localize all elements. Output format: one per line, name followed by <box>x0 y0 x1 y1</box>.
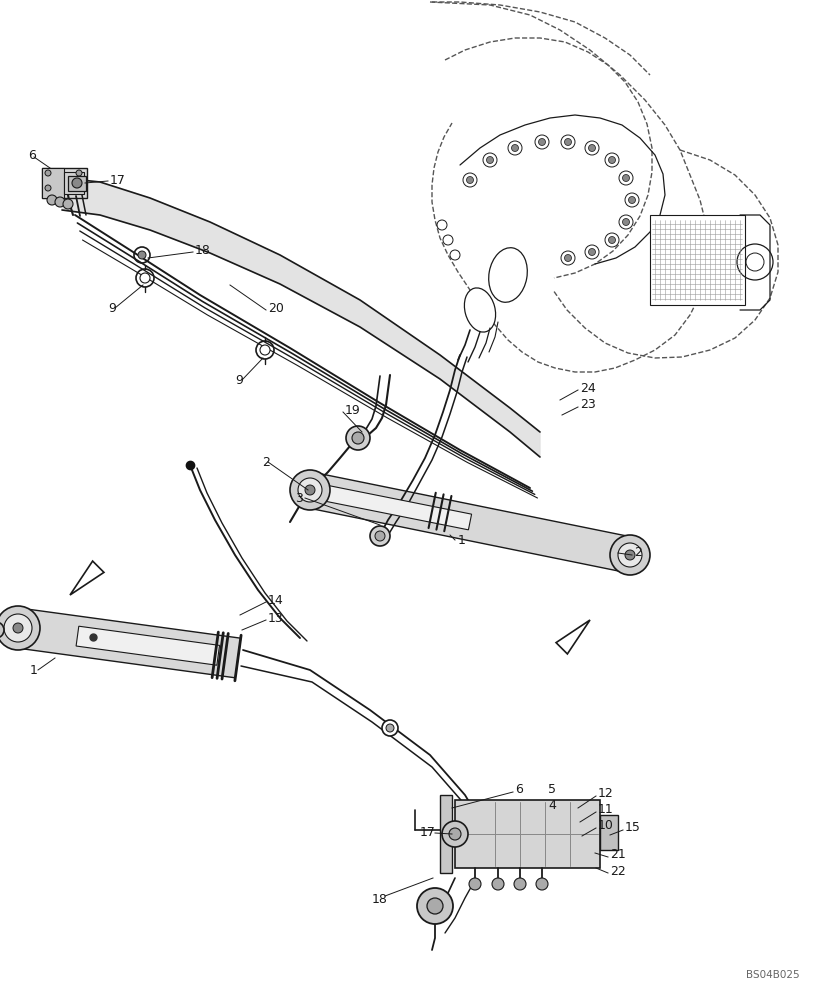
Circle shape <box>622 219 629 226</box>
Circle shape <box>536 878 547 890</box>
Circle shape <box>609 535 649 575</box>
Text: 22: 22 <box>609 865 625 878</box>
Text: 4: 4 <box>547 799 555 812</box>
Bar <box>42 168 64 198</box>
Circle shape <box>588 248 595 255</box>
Polygon shape <box>306 472 633 573</box>
Circle shape <box>290 470 329 510</box>
Circle shape <box>563 254 571 261</box>
Circle shape <box>441 821 468 847</box>
Text: 3: 3 <box>295 491 302 504</box>
Text: 10: 10 <box>597 819 613 832</box>
Circle shape <box>491 878 504 890</box>
Circle shape <box>76 185 82 191</box>
Circle shape <box>138 251 146 259</box>
Circle shape <box>386 724 393 732</box>
Circle shape <box>140 273 150 283</box>
Text: 2: 2 <box>262 456 269 468</box>
Circle shape <box>466 177 473 184</box>
Text: 11: 11 <box>597 803 613 816</box>
Polygon shape <box>308 482 471 530</box>
Circle shape <box>297 478 322 502</box>
Circle shape <box>538 139 545 146</box>
Text: 13: 13 <box>268 611 283 624</box>
Text: 19: 19 <box>345 403 360 416</box>
Circle shape <box>449 828 460 840</box>
Circle shape <box>382 720 397 736</box>
Circle shape <box>45 185 51 191</box>
Circle shape <box>351 432 364 444</box>
Circle shape <box>374 531 385 541</box>
Circle shape <box>4 614 32 642</box>
Bar <box>440 795 451 873</box>
Ellipse shape <box>464 288 495 332</box>
Text: 14: 14 <box>268 593 283 606</box>
Circle shape <box>514 878 525 890</box>
Polygon shape <box>555 620 590 654</box>
Text: 21: 21 <box>609 848 625 861</box>
Circle shape <box>622 175 629 182</box>
Circle shape <box>13 623 23 633</box>
Text: 24: 24 <box>579 381 595 394</box>
Circle shape <box>627 196 635 204</box>
Polygon shape <box>62 178 540 457</box>
Circle shape <box>618 543 641 567</box>
Bar <box>64 172 84 194</box>
Circle shape <box>608 236 615 243</box>
Bar <box>42 168 87 198</box>
Circle shape <box>47 195 57 205</box>
Bar <box>649 215 744 305</box>
Polygon shape <box>16 608 241 678</box>
Text: 5: 5 <box>547 783 555 796</box>
Circle shape <box>369 526 390 546</box>
Text: 6: 6 <box>514 783 523 796</box>
Bar <box>600 815 618 850</box>
Polygon shape <box>76 626 219 665</box>
Circle shape <box>63 199 73 209</box>
Bar <box>68 176 86 191</box>
Circle shape <box>745 253 763 271</box>
Text: 9: 9 <box>235 373 242 386</box>
Text: 23: 23 <box>579 398 595 412</box>
Circle shape <box>260 345 269 355</box>
Text: 6: 6 <box>28 149 36 162</box>
Text: 17: 17 <box>110 174 126 187</box>
Circle shape <box>45 170 51 176</box>
Circle shape <box>72 178 82 188</box>
Text: 9: 9 <box>108 302 115 314</box>
Circle shape <box>588 145 595 152</box>
Text: 1: 1 <box>30 664 38 676</box>
Text: 15: 15 <box>624 821 640 834</box>
Text: 18: 18 <box>372 893 387 906</box>
Text: BS04B025: BS04B025 <box>745 970 799 980</box>
Circle shape <box>0 622 4 638</box>
Circle shape <box>563 139 571 146</box>
Bar <box>455 800 600 868</box>
Circle shape <box>346 426 369 450</box>
Circle shape <box>486 157 493 164</box>
Circle shape <box>305 485 314 495</box>
Polygon shape <box>70 561 104 595</box>
Text: 12: 12 <box>597 787 613 800</box>
Circle shape <box>0 606 40 650</box>
Circle shape <box>427 898 442 914</box>
Text: 18: 18 <box>195 243 210 256</box>
Circle shape <box>417 888 452 924</box>
Text: 2: 2 <box>633 546 641 560</box>
Ellipse shape <box>488 248 527 302</box>
Text: 17: 17 <box>419 826 436 839</box>
Circle shape <box>55 197 65 207</box>
Text: 20: 20 <box>268 302 283 314</box>
Circle shape <box>608 157 615 164</box>
Circle shape <box>468 878 481 890</box>
Circle shape <box>511 145 518 152</box>
Circle shape <box>624 550 634 560</box>
Circle shape <box>76 170 82 176</box>
Text: 1: 1 <box>458 534 465 546</box>
